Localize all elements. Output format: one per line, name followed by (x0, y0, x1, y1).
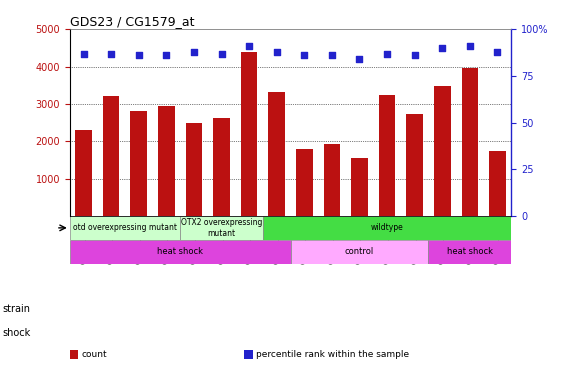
Bar (268, 92, 285, 216)
Text: otd overexpressing mutant: otd overexpressing mutant (73, 223, 177, 232)
Point (382, 51, 392, 56)
Text: percentile rank within the sample: percentile rank within the sample (256, 350, 409, 359)
Text: OTX2 overexpressing
mutant: OTX2 overexpressing mutant (181, 218, 262, 238)
FancyBboxPatch shape (263, 216, 511, 240)
Point (162, 52, 171, 58)
Point (300, 52, 309, 58)
Text: shock: shock (3, 328, 31, 338)
Point (106, 51, 116, 56)
Text: wildtype: wildtype (371, 223, 403, 232)
Text: strain: strain (3, 304, 31, 314)
Point (245, 43, 254, 49)
Bar (324, 143, 340, 216)
Bar (213, 118, 230, 216)
Text: heat shock: heat shock (447, 247, 493, 256)
Point (410, 52, 419, 58)
Point (437, 45, 447, 51)
Point (327, 52, 336, 58)
Text: count: count (81, 350, 107, 359)
Point (79, 51, 88, 56)
FancyBboxPatch shape (290, 240, 429, 264)
Point (189, 49, 199, 55)
Point (355, 56, 364, 62)
Bar (241, 52, 257, 216)
Bar (158, 106, 175, 216)
Text: GDS23 / CG1579_at: GDS23 / CG1579_at (70, 15, 194, 28)
Bar (379, 96, 395, 216)
Point (217, 51, 226, 56)
Bar (131, 111, 147, 216)
Bar (76, 130, 92, 216)
Bar (407, 115, 423, 216)
Bar (352, 158, 368, 216)
Point (272, 49, 281, 55)
Point (465, 43, 475, 49)
FancyBboxPatch shape (70, 216, 180, 240)
Point (134, 52, 144, 58)
Bar (489, 151, 505, 216)
Bar (434, 86, 451, 216)
Text: control: control (345, 247, 374, 256)
Point (493, 49, 502, 55)
FancyBboxPatch shape (70, 240, 290, 264)
FancyBboxPatch shape (429, 240, 511, 264)
Bar (296, 149, 313, 216)
Bar (186, 123, 202, 216)
Bar (103, 97, 120, 216)
FancyBboxPatch shape (180, 216, 263, 240)
Bar (462, 68, 478, 216)
Text: heat shock: heat shock (157, 247, 203, 256)
